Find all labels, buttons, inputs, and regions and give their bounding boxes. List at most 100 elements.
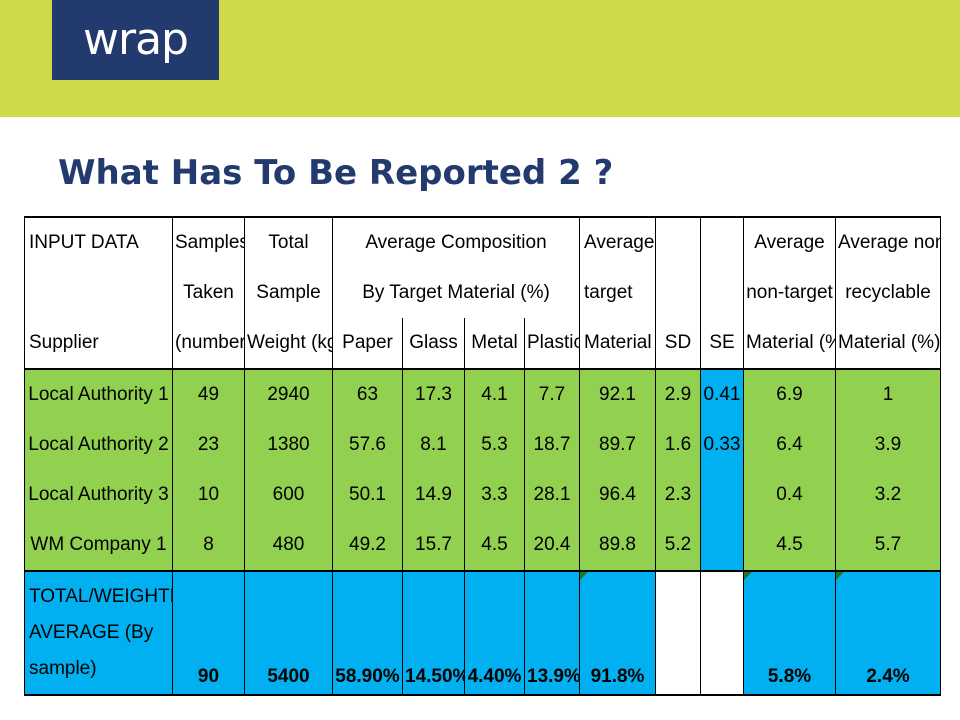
header-glass: Glass xyxy=(402,318,465,370)
weight-cell: 480 xyxy=(244,520,333,572)
total-samples: 90 xyxy=(172,570,245,696)
total-paper: 58.90% xyxy=(332,570,403,696)
target-cell: 89.8 xyxy=(579,520,656,572)
total-sd-empty xyxy=(655,570,701,696)
header-total: Total xyxy=(244,216,333,268)
header-row: Taken Sample By Target Material (%) targ… xyxy=(24,268,941,318)
nontarget-cell: 0.4 xyxy=(743,470,836,520)
glass-cell: 8.1 xyxy=(402,420,465,470)
header-average-target: Average xyxy=(579,216,656,268)
plastic-cell: 7.7 xyxy=(524,368,580,420)
header-average-target: target xyxy=(579,268,656,318)
weight-cell: 2940 xyxy=(244,368,333,420)
nontarget-cell: 6.9 xyxy=(743,368,836,420)
supplier-cell: WM Company 1 xyxy=(24,520,173,572)
total-plastic: 13.9% xyxy=(524,570,580,696)
header-samples: (number) xyxy=(172,318,245,370)
wrap-logo: wrap xyxy=(52,0,219,80)
header-average-nonrecyclable: Average non xyxy=(835,216,941,268)
data-table: INPUT DATA Samples Total Average Composi… xyxy=(24,216,941,696)
total-nontarget: 5.8% xyxy=(743,570,836,696)
header-average-composition: By Target Material (%) xyxy=(332,268,580,318)
paper-cell: 63 xyxy=(332,368,403,420)
supplier-cell: Local Authority 1 xyxy=(24,368,173,420)
glass-cell: 15.7 xyxy=(402,520,465,572)
total-weight: 5400 xyxy=(244,570,333,696)
table-row: Local Authority 2 23 1380 57.6 8.1 5.3 1… xyxy=(24,420,941,470)
nontarget-cell: 4.5 xyxy=(743,520,836,572)
plastic-cell: 20.4 xyxy=(524,520,580,572)
se-cell xyxy=(700,470,744,520)
header-paper: Paper xyxy=(332,318,403,370)
header-average-target: Material % xyxy=(579,318,656,370)
plastic-cell: 18.7 xyxy=(524,420,580,470)
header-empty xyxy=(700,216,744,268)
se-cell: 0.33 xyxy=(700,420,744,470)
sd-cell: 5.2 xyxy=(655,520,701,572)
metal-cell: 4.1 xyxy=(464,368,525,420)
header-average-composition: Average Composition xyxy=(332,216,580,268)
glass-cell: 14.9 xyxy=(402,470,465,520)
header-supplier: Supplier xyxy=(24,318,173,370)
header-metal: Metal xyxy=(464,318,525,370)
header-input-data: INPUT DATA xyxy=(24,216,173,268)
target-cell: 92.1 xyxy=(579,368,656,420)
table-row: Local Authority 3 10 600 50.1 14.9 3.3 2… xyxy=(24,470,941,520)
metal-cell: 5.3 xyxy=(464,420,525,470)
samples-cell: 8 xyxy=(172,520,245,572)
supplier-cell: Local Authority 2 xyxy=(24,420,173,470)
se-cell xyxy=(700,520,744,572)
slide-title: What Has To Be Reported 2 ? xyxy=(58,153,614,193)
header-average-nonrecyclable: Material (%) xyxy=(835,318,941,370)
table-row: WM Company 1 8 480 49.2 15.7 4.5 20.4 89… xyxy=(24,520,941,572)
target-cell: 89.7 xyxy=(579,420,656,470)
total-label: TOTAL/WEIGHTED AVERAGE (By sample) xyxy=(24,570,173,696)
total-nonrecyclable: 2.4% xyxy=(835,570,941,696)
header-average-nontarget: Material (%) xyxy=(743,318,836,370)
header-samples: Taken xyxy=(172,268,245,318)
metal-cell: 4.5 xyxy=(464,520,525,572)
samples-cell: 23 xyxy=(172,420,245,470)
metal-cell: 3.3 xyxy=(464,470,525,520)
sd-cell: 2.9 xyxy=(655,368,701,420)
nonrecyclable-cell: 3.9 xyxy=(835,420,941,470)
se-cell: 0.41 xyxy=(700,368,744,420)
total-row: TOTAL/WEIGHTED AVERAGE (By sample) 90 54… xyxy=(24,570,941,696)
plastic-cell: 28.1 xyxy=(524,470,580,520)
total-glass: 14.50% xyxy=(402,570,465,696)
paper-cell: 50.1 xyxy=(332,470,403,520)
nonrecyclable-cell: 5.7 xyxy=(835,520,941,572)
header-row: INPUT DATA Samples Total Average Composi… xyxy=(24,216,941,268)
header-empty xyxy=(24,268,173,318)
header-empty xyxy=(700,268,744,318)
nonrecyclable-cell: 1 xyxy=(835,368,941,420)
samples-cell: 10 xyxy=(172,470,245,520)
sd-cell: 1.6 xyxy=(655,420,701,470)
header-se: SE xyxy=(700,318,744,370)
total-se-empty xyxy=(700,570,744,696)
supplier-cell: Local Authority 3 xyxy=(24,470,173,520)
glass-cell: 17.3 xyxy=(402,368,465,420)
header-average-nontarget: non-target xyxy=(743,268,836,318)
sd-cell: 2.3 xyxy=(655,470,701,520)
total-target: 91.8% xyxy=(579,570,656,696)
paper-cell: 49.2 xyxy=(332,520,403,572)
target-cell: 96.4 xyxy=(579,470,656,520)
header-average-nonrecyclable: recyclable xyxy=(835,268,941,318)
paper-cell: 57.6 xyxy=(332,420,403,470)
header-plastic: Plastic xyxy=(524,318,580,370)
header-empty xyxy=(655,216,701,268)
table-row: Local Authority 1 49 2940 63 17.3 4.1 7.… xyxy=(24,368,941,420)
nonrecyclable-cell: 3.2 xyxy=(835,470,941,520)
header-sd: SD xyxy=(655,318,701,370)
nontarget-cell: 6.4 xyxy=(743,420,836,470)
weight-cell: 1380 xyxy=(244,420,333,470)
weight-cell: 600 xyxy=(244,470,333,520)
header-average-nontarget: Average xyxy=(743,216,836,268)
header-total: Sample xyxy=(244,268,333,318)
total-metal: 4.40% xyxy=(464,570,525,696)
header-row: Supplier (number) Weight (kg) Paper Glas… xyxy=(24,318,941,370)
header-total: Weight (kg) xyxy=(244,318,333,370)
samples-cell: 49 xyxy=(172,368,245,420)
header-empty xyxy=(655,268,701,318)
